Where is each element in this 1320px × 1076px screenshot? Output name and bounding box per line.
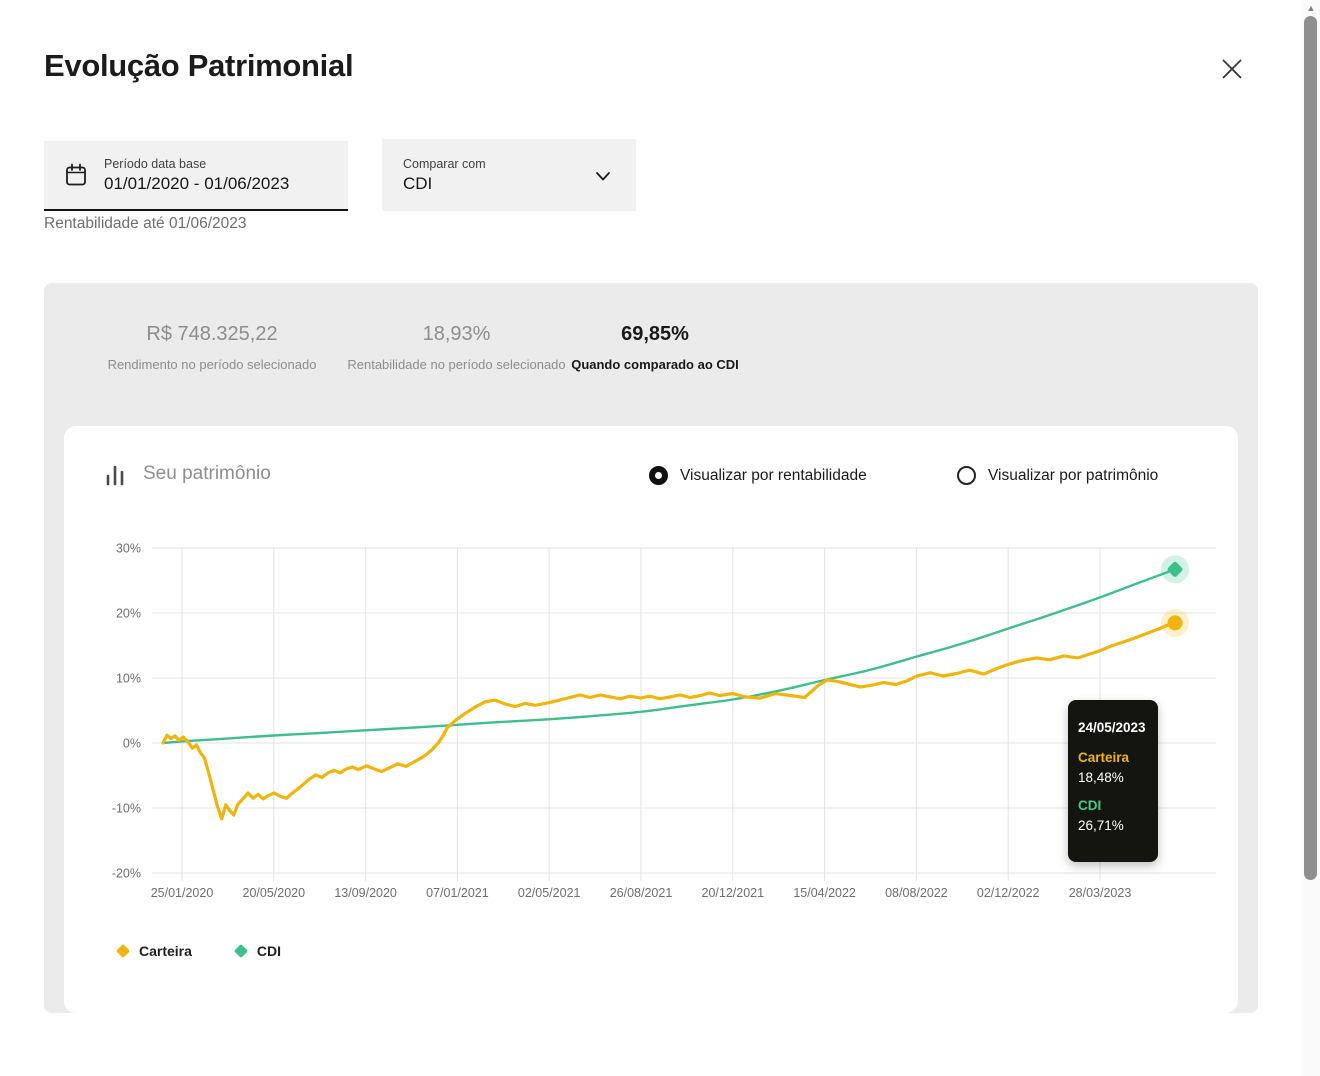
svg-text:15/04/2022: 15/04/2022	[793, 886, 856, 900]
svg-text:30%: 30%	[116, 542, 141, 556]
radio-visualizar-rentabilidade[interactable]: Visualizar por rentabilidade	[649, 466, 867, 485]
radio-unselected-icon	[957, 466, 976, 485]
period-field-value: 01/01/2020 - 01/06/2023	[104, 173, 290, 193]
cdi-marker-icon	[233, 943, 248, 959]
svg-text:08/08/2022: 08/08/2022	[885, 886, 948, 900]
tooltip-carteira-value: 18,48%	[1078, 770, 1124, 785]
svg-text:-10%: -10%	[112, 802, 141, 816]
chart-card: Seu patrimônio Visualizar por rentabilid…	[64, 426, 1238, 1013]
svg-text:20/12/2021: 20/12/2021	[702, 886, 765, 900]
stat-rentabilidade: 18,93% Rentabilidade no período selecion…	[344, 323, 569, 372]
radio-rentabilidade-label: Visualizar por rentabilidade	[680, 466, 867, 484]
chart-title: Seu patrimônio	[143, 463, 271, 484]
radio-visualizar-patrimonio[interactable]: Visualizar por patrimônio	[957, 466, 1158, 485]
legend-carteira-label: Carteira	[139, 943, 192, 959]
chevron-down-icon	[596, 172, 610, 181]
stat-rendimento-label: Rendimento no período selecionado	[107, 357, 317, 372]
close-icon	[1222, 58, 1242, 79]
compare-field-label: Comparar com	[403, 156, 486, 171]
svg-text:20/05/2020: 20/05/2020	[243, 886, 306, 900]
svg-text:02/12/2022: 02/12/2022	[977, 886, 1040, 900]
svg-text:0%: 0%	[123, 737, 141, 751]
close-button[interactable]	[1214, 52, 1250, 88]
page-title: Evolução Patrimonial	[44, 48, 354, 83]
svg-text:26/08/2021: 26/08/2021	[610, 886, 673, 900]
svg-text:-20%: -20%	[112, 867, 141, 881]
tooltip-cdi-value: 26,71%	[1078, 818, 1124, 833]
stat-rentabilidade-label: Rentabilidade no período selecionado	[347, 357, 566, 372]
calendar-icon	[66, 163, 86, 186]
stat-comparado-cdi: 69,85% Quando comparado ao CDI	[564, 323, 746, 372]
chart-tooltip: 24/05/2023 Carteira 18,48% CDI 26,71%	[1068, 700, 1158, 862]
series-line-carteira	[161, 621, 1177, 821]
legend-item-cdi[interactable]: CDI	[233, 943, 282, 959]
legend-item-carteira[interactable]: Carteira	[115, 943, 192, 959]
compare-field-value: CDI	[403, 173, 433, 193]
period-date-field[interactable]: Período data base 01/01/2020 - 01/06/202…	[44, 141, 348, 211]
cdi-end-marker	[1167, 561, 1183, 577]
svg-text:28/03/2023: 28/03/2023	[1069, 886, 1132, 900]
bar-chart-icon	[106, 465, 124, 486]
legend-cdi-label: CDI	[256, 943, 282, 959]
period-helper-text: Rentabilidade até 01/06/2023	[44, 215, 247, 232]
radio-selected-icon	[649, 466, 668, 485]
summary-panel: R$ 748.325,22 Rendimento no período sele…	[44, 283, 1258, 1013]
svg-text:20%: 20%	[116, 607, 141, 621]
carteira-end-marker	[1167, 615, 1183, 631]
stat-rendimento-value: R$ 748.325,22	[146, 323, 278, 345]
svg-text:13/09/2020: 13/09/2020	[334, 886, 397, 900]
stat-comparado-cdi-label: Quando comparado ao CDI	[571, 357, 739, 372]
scrollbar-thumb[interactable]	[1304, 16, 1317, 880]
svg-text:10%: 10%	[116, 672, 141, 686]
scrollbar[interactable]: ▲	[1302, 0, 1320, 1076]
chart-legend: Carteira CDI	[115, 943, 282, 959]
scrollbar-up-arrow-icon[interactable]: ▲	[1302, 1, 1320, 15]
stat-rentabilidade-value: 18,93%	[422, 323, 491, 345]
radio-patrimonio-label: Visualizar por patrimônio	[988, 466, 1159, 484]
series-line-cdi	[161, 568, 1177, 745]
stat-rendimento: R$ 748.325,22 Rendimento no período sele…	[92, 323, 332, 372]
tooltip-carteira-name: Carteira	[1078, 750, 1130, 765]
compare-with-dropdown[interactable]: Comparar com CDI	[382, 139, 636, 211]
performance-line-chart[interactable]: 30% 20% 10% 0% -10% -20% 25/01/2020 20/05/2020 1…	[88, 528, 1238, 905]
tooltip-date: 24/05/2023	[1078, 720, 1146, 735]
svg-text:07/01/2021: 07/01/2021	[426, 886, 489, 900]
svg-text:25/01/2020: 25/01/2020	[151, 886, 214, 900]
carteira-marker-icon	[115, 943, 131, 959]
stat-comparado-cdi-value: 69,85%	[621, 323, 689, 345]
period-field-label: Período data base	[104, 156, 207, 171]
svg-text:02/05/2021: 02/05/2021	[518, 886, 581, 900]
tooltip-cdi-name: CDI	[1078, 798, 1102, 813]
